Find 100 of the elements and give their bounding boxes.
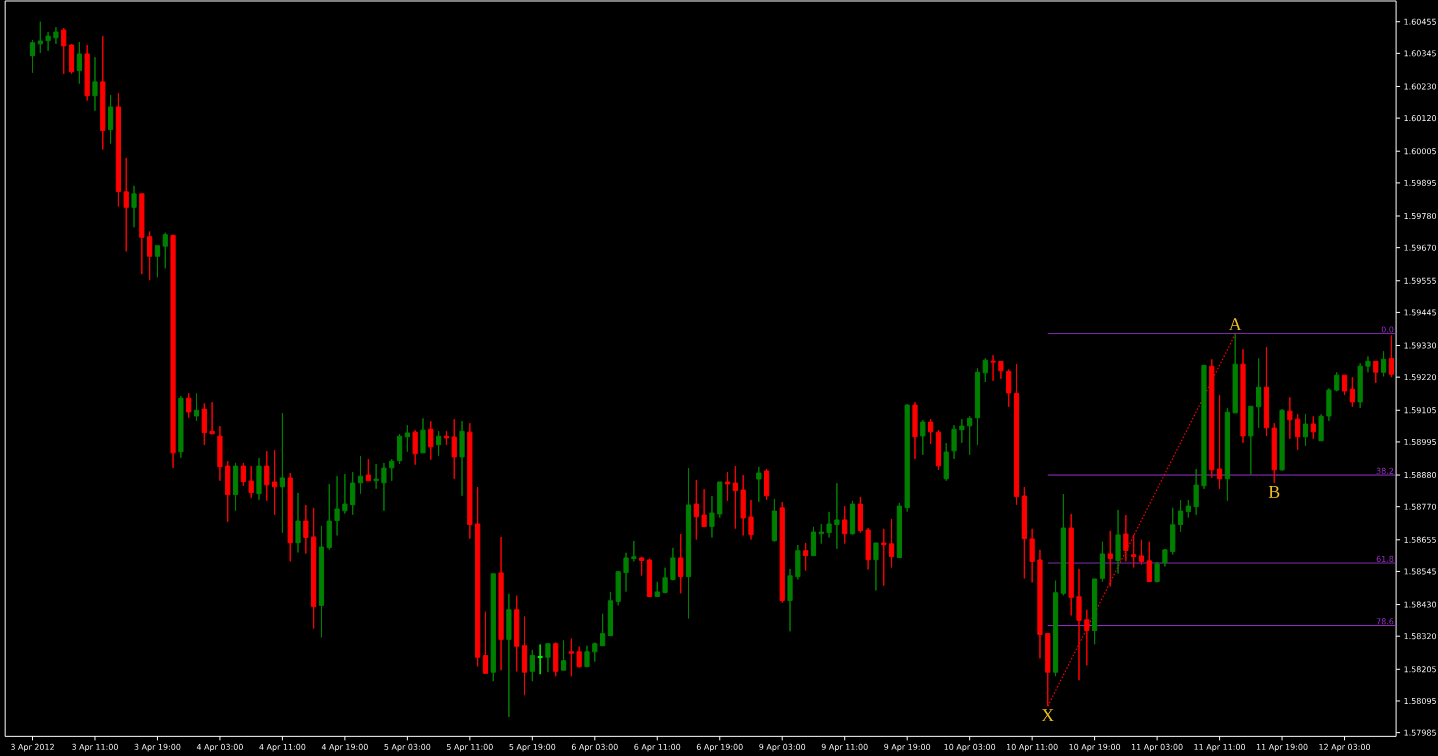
candlestick: [600, 613, 606, 647]
candlestick: [318, 525, 325, 638]
candlestick: [1131, 534, 1137, 568]
candlestick: [709, 495, 715, 538]
candlestick: [303, 504, 309, 554]
candlestick: [1287, 396, 1293, 440]
candlestick: [1037, 549, 1043, 659]
candlestick: [951, 424, 957, 460]
candlestick: [217, 425, 223, 482]
candlestick: [787, 568, 793, 632]
candlestick: [498, 536, 504, 671]
candlestick: [123, 157, 129, 252]
candlestick: [1302, 413, 1309, 447]
candlestick: [1006, 368, 1012, 408]
candlestick: [381, 462, 387, 512]
annotation: B: [1268, 485, 1280, 498]
candlestick: [974, 367, 981, 446]
candlestick: [1263, 346, 1270, 437]
candlestick: [29, 39, 36, 73]
candlestick: [1216, 394, 1223, 490]
candlestick: [248, 465, 254, 499]
candlestick: [1115, 509, 1121, 574]
candlestick: [107, 94, 114, 144]
candlestick: [1029, 528, 1035, 583]
candlestick: [209, 401, 215, 435]
candlestick: [584, 645, 590, 668]
candlestick: [1052, 580, 1059, 677]
candlestick: [998, 360, 1004, 380]
candlestick: [592, 641, 598, 662]
candlestick: [1380, 350, 1387, 377]
candlestick: [685, 467, 692, 619]
candlestick: [1185, 499, 1191, 518]
candlestick: [1318, 413, 1324, 442]
candlestick: [68, 43, 75, 75]
candlestick: [1193, 468, 1199, 516]
candlestick: [1326, 387, 1332, 422]
candlestick: [92, 56, 98, 111]
candlestick: [61, 27, 67, 75]
candlestick: [264, 450, 270, 501]
candlestick: [326, 483, 332, 550]
candlestick: [193, 392, 200, 422]
candlestick: [1373, 360, 1379, 384]
candlestick: [537, 643, 543, 675]
candlestick: [912, 401, 918, 460]
candlestick: [1201, 364, 1207, 490]
candlestick: [529, 649, 535, 682]
candlestick: [443, 430, 450, 446]
candlestick: [1357, 362, 1363, 409]
candlestick: [1248, 405, 1254, 476]
candlestick: [779, 501, 785, 603]
candlestick: [76, 41, 82, 84]
candlestick: [186, 392, 192, 419]
candlestick: [482, 611, 489, 674]
candlestick: [670, 547, 676, 581]
candlestick: [287, 472, 293, 562]
candlestick: [935, 429, 942, 471]
candlestick: [170, 234, 176, 469]
candlestick: [693, 479, 699, 540]
candlestick: [678, 533, 684, 594]
candlestick: [232, 462, 239, 512]
candlestick: [771, 498, 778, 542]
candlestick: [311, 507, 317, 629]
candlestick: [810, 526, 817, 556]
candlestick: [1138, 539, 1145, 565]
candlestick: [701, 488, 707, 527]
candlestick: [834, 482, 840, 550]
candlestick: [1177, 499, 1184, 533]
candlestick: [865, 527, 871, 570]
candlestick: [225, 460, 231, 522]
candlestick: [37, 21, 43, 54]
candlestick: [201, 402, 207, 446]
candlestick: [1076, 568, 1082, 681]
candlestick: [888, 518, 895, 568]
candlestick: [506, 593, 512, 718]
candlestick: [459, 420, 465, 497]
candlestick: [920, 419, 926, 456]
candlestick: [1224, 407, 1230, 501]
candlestick: [240, 462, 246, 487]
candlestick: [576, 645, 582, 668]
candlestick: [514, 594, 520, 672]
candlestick: [1162, 548, 1168, 567]
candlestick: [490, 573, 496, 682]
candlestick: [928, 418, 934, 445]
candlestick: [1349, 376, 1355, 408]
candlestick: [1388, 334, 1395, 378]
candlestick: [1170, 507, 1176, 555]
candlestick: [764, 468, 770, 501]
candlestick: [615, 570, 621, 606]
candlestick: [826, 511, 832, 538]
candlestick: [1154, 561, 1160, 583]
candlestick: [295, 492, 301, 553]
candlestick: [178, 395, 184, 459]
candlestick: [334, 475, 340, 536]
candlestick: [654, 581, 660, 597]
candlestick: [662, 567, 668, 594]
candlestick: [256, 457, 262, 501]
candlestick: [631, 540, 637, 562]
candlestick: [1123, 514, 1129, 562]
candlestick: [115, 92, 122, 207]
candlestick: [1334, 371, 1340, 392]
